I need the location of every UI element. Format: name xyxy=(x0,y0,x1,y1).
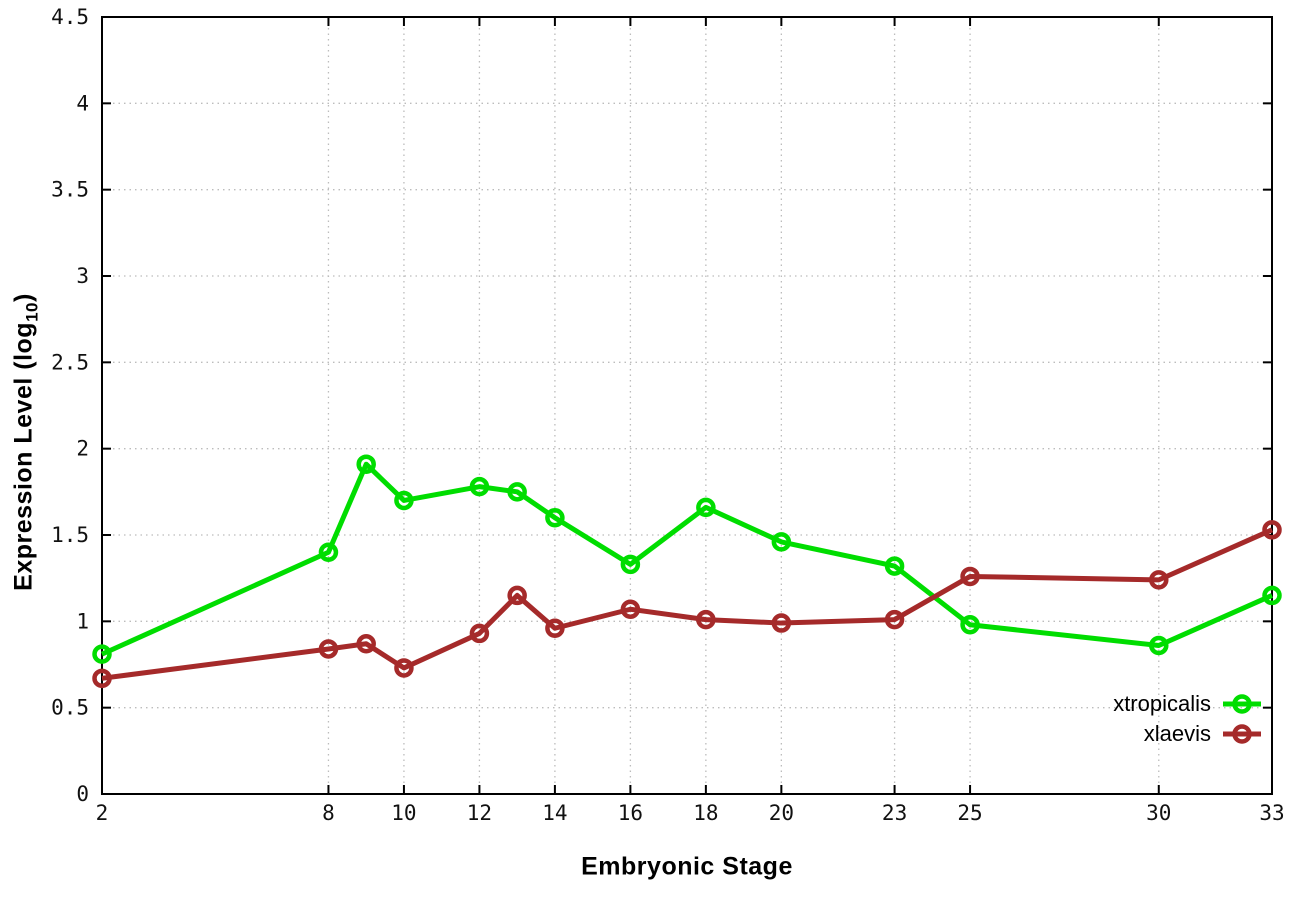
x-tick-label: 30 xyxy=(1146,801,1171,825)
legend: xtropicalis xlaevis xyxy=(1113,691,1264,747)
data-point-xlaevis xyxy=(696,609,716,630)
y-tick-label: 1.5 xyxy=(51,523,89,547)
data-point-xtropicalis xyxy=(1149,635,1169,656)
data-point-xlaevis xyxy=(620,599,641,619)
y-tick-label: 0.5 xyxy=(51,696,89,720)
data-point-xlaevis xyxy=(1149,570,1169,590)
series-line-xlaevis xyxy=(101,527,1274,681)
y-tick-label: 2 xyxy=(76,437,89,461)
data-point-xlaevis xyxy=(469,623,490,644)
y-tick-label: 3.5 xyxy=(51,178,89,202)
data-point-xlaevis xyxy=(884,609,905,630)
data-point-xtropicalis xyxy=(771,532,792,552)
data-point-xtropicalis xyxy=(620,554,641,575)
data-point-xtropicalis xyxy=(884,556,905,576)
data-point-xtropicalis xyxy=(507,482,527,502)
data-point-xtropicalis xyxy=(469,476,490,497)
x-tick-label: 23 xyxy=(882,801,907,825)
y-tick-label: 0 xyxy=(76,782,89,806)
y-tick-label: 4.5 xyxy=(51,5,89,29)
legend-row-xlaevis: xlaevis xyxy=(1144,721,1264,747)
x-tick-label: 10 xyxy=(391,801,416,825)
legend-marker-xlaevis-icon xyxy=(1223,724,1261,744)
data-point-xlaevis xyxy=(318,639,339,659)
y-tick-label: 4 xyxy=(76,91,89,115)
y-tick-label: 3 xyxy=(76,264,89,288)
data-point-xlaevis xyxy=(507,585,527,606)
y-axis-title-suffix: ) xyxy=(9,293,38,302)
y-axis-title-subscript: 10 xyxy=(22,301,42,322)
plot-frame xyxy=(101,16,1273,795)
data-point-xlaevis xyxy=(356,634,376,654)
data-point-xtropicalis xyxy=(92,644,112,664)
data-point-xlaevis xyxy=(394,658,414,678)
data-point-xlaevis xyxy=(1262,520,1282,540)
data-point-xtropicalis xyxy=(356,454,376,474)
legend-label-xtropicalis: xtropicalis xyxy=(1113,691,1211,716)
data-point-xlaevis xyxy=(92,668,112,689)
x-tick-label: 16 xyxy=(618,801,643,825)
data-point-xtropicalis xyxy=(1262,585,1282,606)
x-tick-label: 25 xyxy=(957,801,982,825)
y-axis-title: Expression Level (log10) xyxy=(10,293,43,591)
data-point-xtropicalis xyxy=(318,542,339,563)
data-point-xlaevis xyxy=(545,618,565,638)
legend-row-xtropicalis: xtropicalis xyxy=(1113,691,1264,717)
legend-marker-xtropicalis-icon xyxy=(1223,694,1261,714)
x-tick-label: 12 xyxy=(467,801,492,825)
data-point-xtropicalis xyxy=(394,490,414,511)
y-tick-label: 2.5 xyxy=(51,350,89,374)
x-tick-label: 8 xyxy=(322,801,335,825)
y-axis-title-text: Expression Level (log xyxy=(9,321,38,591)
series-line-xtropicalis xyxy=(100,461,1274,657)
data-point-xlaevis xyxy=(960,566,980,587)
data-point-xlaevis xyxy=(771,613,792,633)
legend-label-xlaevis: xlaevis xyxy=(1143,721,1211,746)
x-tick-label: 18 xyxy=(693,801,718,825)
data-point-xtropicalis xyxy=(696,497,716,518)
data-point-xtropicalis xyxy=(960,615,980,635)
x-tick-label: 20 xyxy=(769,801,794,825)
data-point-xtropicalis xyxy=(545,507,565,528)
y-tick-label: 1 xyxy=(76,609,89,633)
x-axis-title: Embryonic Stage xyxy=(581,852,793,881)
x-tick-label: 14 xyxy=(542,801,567,825)
x-tick-label: 33 xyxy=(1259,801,1284,825)
x-tick-label: 2 xyxy=(96,801,109,825)
